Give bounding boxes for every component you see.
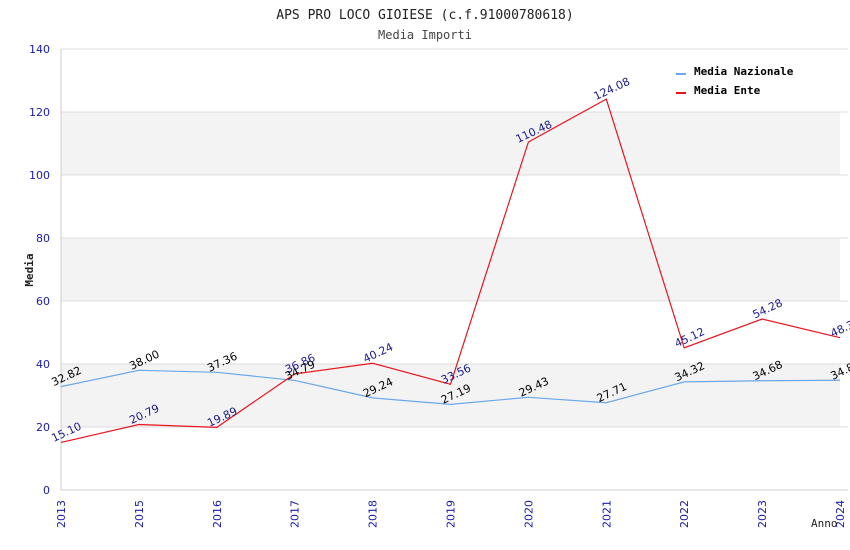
x-tick-label: 2021 [600,500,613,528]
series-line [60,98,841,444]
x-axis-label: Anno [811,517,838,530]
series-lines [60,98,841,444]
x-tick-label: 2020 [522,500,535,528]
x-tick-label: 2018 [367,500,380,528]
series-line [60,369,841,405]
y-tick-label: 140 [29,43,50,56]
legend: Media Nazionale Media Ente [676,65,794,97]
background-band [61,112,840,175]
chart-subtitle: Media Importi [378,28,472,42]
axes [60,49,848,491]
y-tick-label: 0 [43,484,50,497]
x-tick-label: 2017 [289,500,302,528]
chart-title: APS PRO LOCO GIOIESE (c.f.91000780618) [276,8,573,23]
y-tick-label: 100 [29,169,50,182]
legend-label: Media Ente [694,84,761,97]
data-label: 48.35 [828,315,850,340]
x-tick-label: 2023 [756,500,769,528]
background-bands [61,112,840,427]
x-tick-labels: 2013 2015 2016 2017 2018 2019 2020 2021 2022 2023… [55,500,847,528]
data-label: 40.24 [361,341,395,366]
x-tick-label: 2015 [133,500,146,528]
y-tick-label: 20 [36,421,50,434]
x-tick-label: 2019 [445,500,458,528]
y-tick-label: 40 [36,358,50,371]
background-band [61,364,840,427]
background-band [61,238,840,301]
gridlines [61,48,848,428]
y-tick-labels: 0 20 40 60 80 100 120 140 [29,43,50,497]
y-tick-label: 80 [36,232,50,245]
y-axis-label: Media [23,253,36,286]
x-tick-label: 2024 [834,500,847,528]
x-tick-label: 2022 [678,500,691,528]
data-label: 124.08 [592,75,632,103]
x-tick-label: 2013 [55,500,68,528]
y-tick-label: 120 [29,106,50,119]
x-tick-label: 2016 [211,500,224,528]
legend-label: Media Nazionale [694,65,794,78]
y-tick-label: 60 [36,295,50,308]
data-label: 34.83 [828,358,850,383]
